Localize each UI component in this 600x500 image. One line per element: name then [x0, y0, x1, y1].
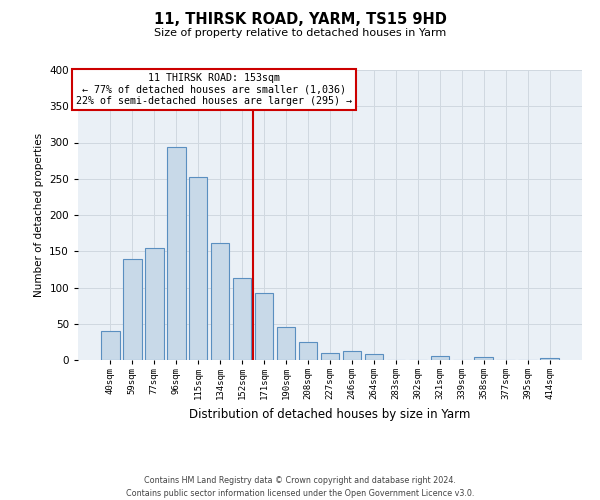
Text: 11, THIRSK ROAD, YARM, TS15 9HD: 11, THIRSK ROAD, YARM, TS15 9HD: [154, 12, 446, 28]
Text: Size of property relative to detached houses in Yarm: Size of property relative to detached ho…: [154, 28, 446, 38]
Bar: [343, 350, 361, 360]
Bar: [299, 342, 317, 360]
Bar: [123, 259, 142, 360]
Bar: [189, 176, 208, 360]
Bar: [475, 357, 493, 360]
Y-axis label: Number of detached properties: Number of detached properties: [34, 133, 44, 297]
Bar: [233, 278, 251, 360]
Bar: [277, 326, 295, 360]
Text: 11 THIRSK ROAD: 153sqm
← 77% of detached houses are smaller (1,036)
22% of semi-: 11 THIRSK ROAD: 153sqm ← 77% of detached…: [76, 73, 352, 106]
Bar: [431, 356, 449, 360]
X-axis label: Distribution of detached houses by size in Yarm: Distribution of detached houses by size …: [190, 408, 470, 420]
Bar: [145, 248, 164, 360]
Bar: [365, 354, 383, 360]
Bar: [320, 353, 340, 360]
Bar: [541, 358, 559, 360]
Bar: [101, 331, 119, 360]
Bar: [167, 147, 185, 360]
Text: Contains HM Land Registry data © Crown copyright and database right 2024.
Contai: Contains HM Land Registry data © Crown c…: [126, 476, 474, 498]
Bar: [255, 294, 274, 360]
Bar: [211, 242, 229, 360]
